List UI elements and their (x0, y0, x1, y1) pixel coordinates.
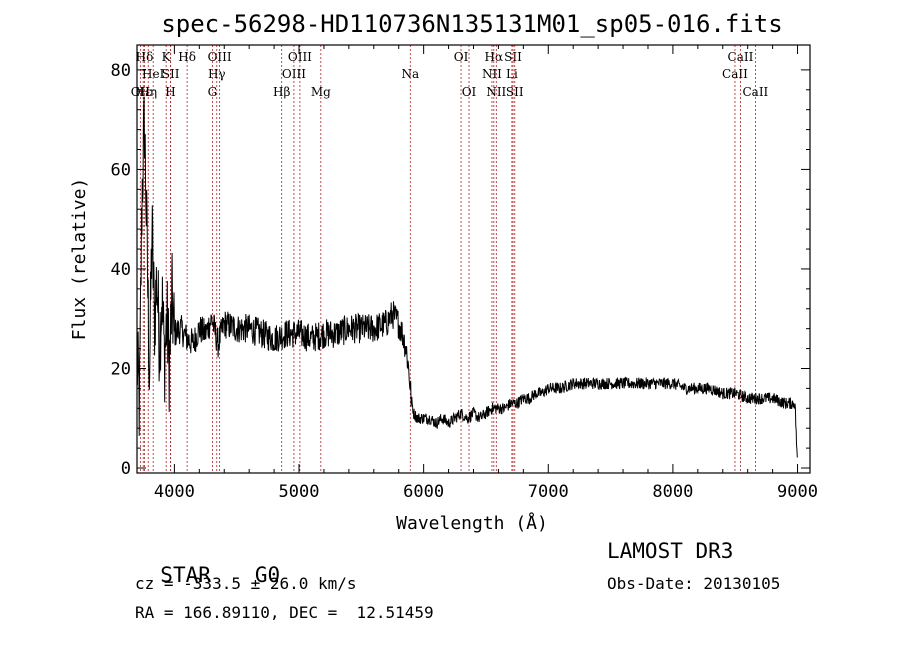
marker-label: G (208, 85, 218, 99)
marker-label: Hη (139, 85, 157, 99)
spectrum-series (136, 96, 798, 458)
obs-date: Obs-Date: 20130105 (607, 574, 781, 593)
x-tick-label: 4000 (154, 482, 195, 502)
y-axis-label: Flux (relative) (69, 178, 90, 341)
class-label: STAR (160, 563, 211, 587)
object-class: STAR G0 (135, 539, 280, 587)
marker-label: OII (131, 85, 151, 99)
x-tick-label: 5000 (279, 482, 320, 502)
marker-label: Hδ (178, 50, 196, 64)
y-tick-label: 20 (111, 359, 131, 379)
marker-label: OIII (208, 50, 232, 64)
subclass-label: G0 (254, 563, 281, 587)
marker-label: SII (504, 50, 522, 64)
marker-label: Li (506, 67, 518, 81)
marker-label: HeI (142, 67, 165, 81)
marker-label: Hγ (208, 67, 226, 81)
marker-label: H (165, 85, 175, 99)
x-axis-ticks: 4000 5000 6000 7000 8000 9000 (154, 45, 818, 502)
y-tick-label: 60 (111, 160, 131, 180)
marker-label: Mg (311, 85, 331, 99)
marker-label: CaII (728, 50, 754, 64)
x-axis-label: Wavelength (Å) (396, 512, 548, 534)
marker-label: OIII (282, 67, 306, 81)
y-tick-label: 40 (111, 260, 131, 280)
marker-label: SII (506, 85, 524, 99)
marker-label: Hα (485, 50, 504, 64)
marker-label: Hε (135, 85, 152, 99)
x-tick-label: 8000 (652, 482, 693, 502)
chart-title: spec-56298-HD110736N135131M01_sp05-016.f… (161, 10, 782, 38)
marker-label: CaII (722, 67, 748, 81)
marker-label: OI (454, 50, 469, 64)
marker-label: K (162, 50, 172, 64)
marker-label: OIII (288, 50, 312, 64)
marker-label: OI (462, 85, 477, 99)
ra-dec-coords: RA = 166.89110, DEC = 12.51459 (135, 603, 434, 622)
y-axis-ticks: 0 20 40 60 80 (111, 61, 810, 479)
marker-label: NII (486, 85, 506, 99)
marker-label: Hβ (273, 85, 290, 99)
marker-label: NII (482, 67, 502, 81)
x-tick-label: 7000 (528, 482, 569, 502)
x-tick-label: 9000 (777, 482, 818, 502)
cz-value: cz = -333.5 ± 26.0 km/s (135, 574, 357, 593)
survey-name: LAMOST DR3 (607, 539, 734, 563)
spectrum-line (136, 96, 798, 458)
marker-label: CaII (742, 85, 768, 99)
y-tick-label: 0 (121, 459, 131, 479)
marker-label: Hδ (136, 50, 154, 64)
marker-label: Na (401, 67, 419, 81)
x-tick-label: 6000 (403, 482, 444, 502)
y-tick-label: 80 (111, 61, 131, 81)
